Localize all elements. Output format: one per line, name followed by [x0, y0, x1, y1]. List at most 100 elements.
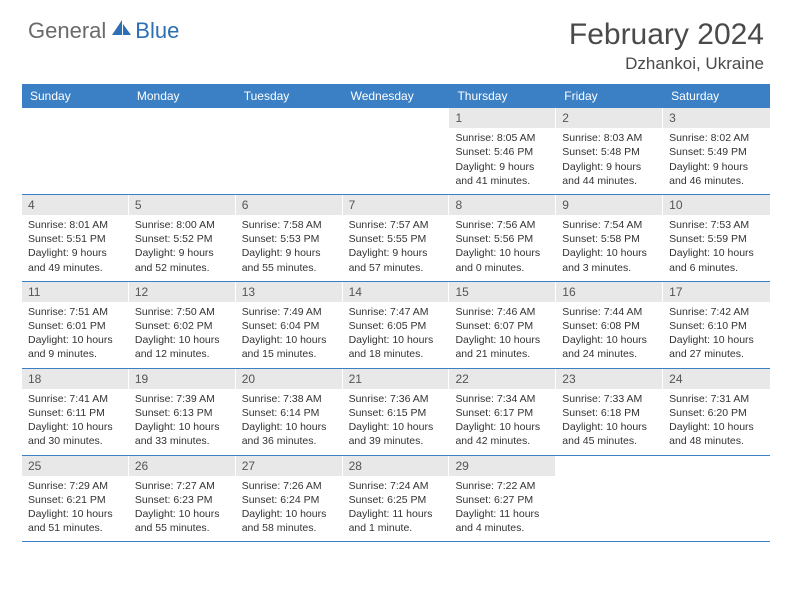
day-cell: [236, 108, 343, 194]
day-cell: 22Sunrise: 7:34 AMSunset: 6:17 PMDayligh…: [449, 369, 556, 455]
day-number: 19: [129, 369, 236, 389]
day-body: Sunrise: 7:22 AMSunset: 6:27 PMDaylight:…: [449, 476, 556, 542]
day-body: [22, 128, 129, 137]
week-row: 25Sunrise: 7:29 AMSunset: 6:21 PMDayligh…: [22, 456, 770, 543]
location: Dzhankoi, Ukraine: [569, 54, 764, 74]
day-cell: 8Sunrise: 7:56 AMSunset: 5:56 PMDaylight…: [449, 195, 556, 281]
day-cell: [556, 456, 663, 542]
day-number: 4: [22, 195, 129, 215]
header: General Blue February 2024 Dzhankoi, Ukr…: [0, 0, 792, 84]
week-row: 18Sunrise: 7:41 AMSunset: 6:11 PMDayligh…: [22, 369, 770, 456]
day-number: 8: [449, 195, 556, 215]
day-cell: 5Sunrise: 8:00 AMSunset: 5:52 PMDaylight…: [129, 195, 236, 281]
day-number: 20: [236, 369, 343, 389]
day-body: Sunrise: 7:58 AMSunset: 5:53 PMDaylight:…: [236, 215, 343, 281]
day-cell: 3Sunrise: 8:02 AMSunset: 5:49 PMDaylight…: [663, 108, 770, 194]
day-number: 1: [449, 108, 556, 128]
day-number: 22: [449, 369, 556, 389]
day-number: 29: [449, 456, 556, 476]
day-number: 15: [449, 282, 556, 302]
weekday-header: Wednesday: [343, 84, 450, 108]
day-body: [556, 476, 663, 485]
day-number: 26: [129, 456, 236, 476]
day-number: 17: [663, 282, 770, 302]
day-number: 6: [236, 195, 343, 215]
weekday-header-row: Sunday Monday Tuesday Wednesday Thursday…: [22, 84, 770, 108]
day-cell: 25Sunrise: 7:29 AMSunset: 6:21 PMDayligh…: [22, 456, 129, 542]
day-cell: 9Sunrise: 7:54 AMSunset: 5:58 PMDaylight…: [556, 195, 663, 281]
day-body: Sunrise: 7:44 AMSunset: 6:08 PMDaylight:…: [556, 302, 663, 368]
weekday-header: Friday: [556, 84, 663, 108]
month-title: February 2024: [569, 18, 764, 52]
day-cell: 19Sunrise: 7:39 AMSunset: 6:13 PMDayligh…: [129, 369, 236, 455]
day-body: Sunrise: 8:03 AMSunset: 5:48 PMDaylight:…: [556, 128, 663, 194]
week-row: 4Sunrise: 8:01 AMSunset: 5:51 PMDaylight…: [22, 195, 770, 282]
weekday-header: Saturday: [663, 84, 770, 108]
day-number: 14: [343, 282, 450, 302]
day-cell: 28Sunrise: 7:24 AMSunset: 6:25 PMDayligh…: [343, 456, 450, 542]
day-cell: [343, 108, 450, 194]
day-body: [663, 476, 770, 485]
logo-text-gray: General: [28, 18, 106, 44]
day-number: 5: [129, 195, 236, 215]
day-number: 3: [663, 108, 770, 128]
day-body: Sunrise: 8:00 AMSunset: 5:52 PMDaylight:…: [129, 215, 236, 281]
day-body: Sunrise: 7:39 AMSunset: 6:13 PMDaylight:…: [129, 389, 236, 455]
day-body: Sunrise: 7:57 AMSunset: 5:55 PMDaylight:…: [343, 215, 450, 281]
weekday-header: Monday: [129, 84, 236, 108]
day-cell: 18Sunrise: 7:41 AMSunset: 6:11 PMDayligh…: [22, 369, 129, 455]
day-number: 2: [556, 108, 663, 128]
day-cell: 17Sunrise: 7:42 AMSunset: 6:10 PMDayligh…: [663, 282, 770, 368]
day-body: Sunrise: 7:50 AMSunset: 6:02 PMDaylight:…: [129, 302, 236, 368]
day-body: [129, 128, 236, 137]
weeks-container: 1Sunrise: 8:05 AMSunset: 5:46 PMDaylight…: [22, 108, 770, 542]
day-number: 12: [129, 282, 236, 302]
day-body: Sunrise: 8:05 AMSunset: 5:46 PMDaylight:…: [449, 128, 556, 194]
day-cell: 29Sunrise: 7:22 AMSunset: 6:27 PMDayligh…: [449, 456, 556, 542]
day-cell: 6Sunrise: 7:58 AMSunset: 5:53 PMDaylight…: [236, 195, 343, 281]
day-body: Sunrise: 8:01 AMSunset: 5:51 PMDaylight:…: [22, 215, 129, 281]
weekday-header: Thursday: [449, 84, 556, 108]
day-body: Sunrise: 7:31 AMSunset: 6:20 PMDaylight:…: [663, 389, 770, 455]
day-body: Sunrise: 7:26 AMSunset: 6:24 PMDaylight:…: [236, 476, 343, 542]
weekday-header: Tuesday: [236, 84, 343, 108]
day-body: Sunrise: 7:51 AMSunset: 6:01 PMDaylight:…: [22, 302, 129, 368]
day-body: Sunrise: 8:02 AMSunset: 5:49 PMDaylight:…: [663, 128, 770, 194]
calendar: Sunday Monday Tuesday Wednesday Thursday…: [0, 84, 792, 542]
day-cell: 11Sunrise: 7:51 AMSunset: 6:01 PMDayligh…: [22, 282, 129, 368]
day-body: [236, 128, 343, 137]
day-body: Sunrise: 7:53 AMSunset: 5:59 PMDaylight:…: [663, 215, 770, 281]
day-cell: [129, 108, 236, 194]
day-number: [129, 108, 236, 128]
day-number: [556, 456, 663, 476]
day-cell: [663, 456, 770, 542]
day-cell: 15Sunrise: 7:46 AMSunset: 6:07 PMDayligh…: [449, 282, 556, 368]
day-cell: 13Sunrise: 7:49 AMSunset: 6:04 PMDayligh…: [236, 282, 343, 368]
day-number: [22, 108, 129, 128]
day-number: 28: [343, 456, 450, 476]
day-body: Sunrise: 7:46 AMSunset: 6:07 PMDaylight:…: [449, 302, 556, 368]
day-number: 27: [236, 456, 343, 476]
day-cell: 10Sunrise: 7:53 AMSunset: 5:59 PMDayligh…: [663, 195, 770, 281]
day-cell: [22, 108, 129, 194]
day-body: [343, 128, 450, 137]
day-number: 18: [22, 369, 129, 389]
day-cell: 7Sunrise: 7:57 AMSunset: 5:55 PMDaylight…: [343, 195, 450, 281]
day-cell: 27Sunrise: 7:26 AMSunset: 6:24 PMDayligh…: [236, 456, 343, 542]
day-body: Sunrise: 7:54 AMSunset: 5:58 PMDaylight:…: [556, 215, 663, 281]
day-body: Sunrise: 7:42 AMSunset: 6:10 PMDaylight:…: [663, 302, 770, 368]
day-number: 10: [663, 195, 770, 215]
day-cell: 4Sunrise: 8:01 AMSunset: 5:51 PMDaylight…: [22, 195, 129, 281]
day-number: 25: [22, 456, 129, 476]
title-block: February 2024 Dzhankoi, Ukraine: [569, 18, 764, 74]
day-number: 9: [556, 195, 663, 215]
day-cell: 12Sunrise: 7:50 AMSunset: 6:02 PMDayligh…: [129, 282, 236, 368]
day-cell: 24Sunrise: 7:31 AMSunset: 6:20 PMDayligh…: [663, 369, 770, 455]
day-body: Sunrise: 7:24 AMSunset: 6:25 PMDaylight:…: [343, 476, 450, 542]
day-number: [343, 108, 450, 128]
day-number: 16: [556, 282, 663, 302]
day-cell: 21Sunrise: 7:36 AMSunset: 6:15 PMDayligh…: [343, 369, 450, 455]
week-row: 1Sunrise: 8:05 AMSunset: 5:46 PMDaylight…: [22, 108, 770, 195]
logo: General Blue: [28, 18, 179, 44]
day-body: Sunrise: 7:41 AMSunset: 6:11 PMDaylight:…: [22, 389, 129, 455]
